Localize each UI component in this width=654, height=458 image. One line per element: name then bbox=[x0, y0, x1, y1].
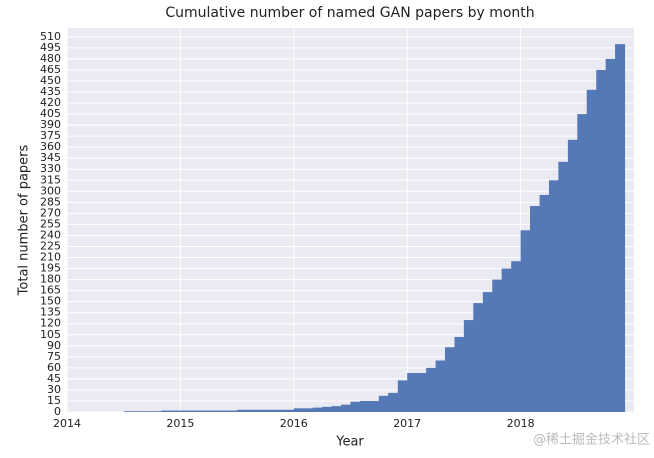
bar bbox=[511, 261, 522, 412]
y-tick-label: 300 bbox=[40, 184, 61, 197]
y-tick-label: 420 bbox=[40, 96, 61, 109]
bar bbox=[189, 410, 200, 412]
bar bbox=[152, 411, 162, 412]
watermark: @稀土掘金技术社区 bbox=[533, 432, 650, 448]
y-tick-label: 330 bbox=[40, 162, 61, 175]
bar bbox=[558, 161, 569, 412]
y-tick-label: 480 bbox=[40, 52, 61, 65]
y-tick-label: 165 bbox=[40, 284, 61, 297]
bar bbox=[161, 410, 172, 412]
y-tick-label: 45 bbox=[47, 372, 61, 385]
y-tick-label: 225 bbox=[40, 239, 61, 252]
bar bbox=[501, 268, 512, 412]
y-tick-label: 465 bbox=[40, 63, 61, 76]
bar bbox=[369, 400, 380, 412]
chart-title: Cumulative number of named GAN papers by… bbox=[165, 5, 534, 21]
y-tick-label: 495 bbox=[40, 41, 61, 54]
y-tick-label: 270 bbox=[40, 206, 61, 219]
bar bbox=[596, 69, 607, 413]
bar bbox=[416, 373, 427, 412]
bar bbox=[530, 206, 541, 412]
y-tick-label: 360 bbox=[40, 140, 61, 153]
y-tick-label: 120 bbox=[40, 317, 61, 330]
bar bbox=[265, 409, 276, 412]
y-tick-label: 135 bbox=[40, 306, 61, 319]
bar bbox=[341, 404, 351, 412]
y-tick-label: 450 bbox=[40, 74, 61, 87]
bar bbox=[133, 411, 144, 412]
bar bbox=[492, 279, 503, 412]
bar bbox=[246, 409, 257, 412]
bar bbox=[520, 230, 531, 412]
bar bbox=[274, 409, 285, 412]
bar bbox=[454, 336, 465, 412]
bar bbox=[407, 373, 418, 412]
bar bbox=[208, 410, 219, 412]
y-tick-label: 60 bbox=[47, 361, 61, 374]
bar bbox=[293, 408, 304, 412]
bar bbox=[586, 89, 597, 413]
bar bbox=[142, 411, 153, 412]
bar bbox=[463, 320, 474, 412]
y-tick-label: 195 bbox=[40, 262, 61, 275]
x-axis-label: Year bbox=[335, 435, 364, 450]
bar bbox=[170, 410, 181, 412]
y-tick-label: 285 bbox=[40, 195, 61, 208]
bar bbox=[435, 360, 446, 412]
bar bbox=[482, 292, 493, 412]
bar bbox=[350, 401, 361, 412]
y-tick-label: 345 bbox=[40, 151, 61, 164]
bar bbox=[227, 410, 238, 412]
y-tick-label: 210 bbox=[40, 251, 61, 264]
bar bbox=[199, 410, 210, 412]
bar bbox=[605, 58, 616, 413]
bar bbox=[331, 406, 342, 412]
bar bbox=[123, 411, 134, 412]
x-tick-label: 2017 bbox=[393, 417, 421, 430]
bar bbox=[444, 347, 455, 412]
bar bbox=[577, 114, 588, 412]
y-tick-label: 15 bbox=[47, 394, 61, 407]
y-tick-label: 255 bbox=[40, 217, 61, 230]
y-tick-label: 150 bbox=[40, 295, 61, 308]
bar bbox=[322, 406, 333, 412]
bar bbox=[426, 367, 437, 412]
bar bbox=[218, 410, 229, 412]
bar bbox=[388, 392, 399, 412]
bar bbox=[256, 409, 266, 412]
y-axis-label: Total number of papers bbox=[17, 144, 32, 296]
x-tick-label: 2014 bbox=[53, 417, 81, 430]
y-tick-label: 435 bbox=[40, 85, 61, 98]
y-tick-label: 240 bbox=[40, 228, 61, 241]
y-tick-label: 405 bbox=[40, 107, 61, 120]
bar bbox=[303, 408, 314, 412]
y-tick-label: 75 bbox=[47, 350, 61, 363]
bar bbox=[237, 409, 248, 412]
bar bbox=[180, 410, 191, 412]
bar bbox=[548, 180, 559, 412]
y-tick-label: 180 bbox=[40, 273, 61, 286]
bar bbox=[312, 407, 323, 412]
y-tick-label: 315 bbox=[40, 173, 61, 186]
y-tick-label: 375 bbox=[40, 129, 61, 142]
bar bbox=[359, 400, 370, 412]
x-tick-label: 2015 bbox=[166, 417, 194, 430]
x-tick-label: 2018 bbox=[507, 417, 535, 430]
y-tick-label: 510 bbox=[40, 30, 61, 43]
bar bbox=[397, 380, 408, 412]
x-tick-label: 2016 bbox=[280, 417, 308, 430]
bar bbox=[615, 44, 626, 413]
y-tick-label: 90 bbox=[47, 339, 61, 352]
y-tick-label: 105 bbox=[40, 328, 61, 341]
bar bbox=[284, 409, 295, 412]
bar bbox=[378, 395, 389, 412]
y-tick-label: 0 bbox=[54, 405, 61, 418]
bar bbox=[473, 303, 484, 412]
bar bbox=[567, 139, 578, 412]
y-tick-label: 30 bbox=[47, 383, 61, 396]
y-tick-label: 390 bbox=[40, 118, 61, 131]
bar bbox=[539, 194, 550, 412]
